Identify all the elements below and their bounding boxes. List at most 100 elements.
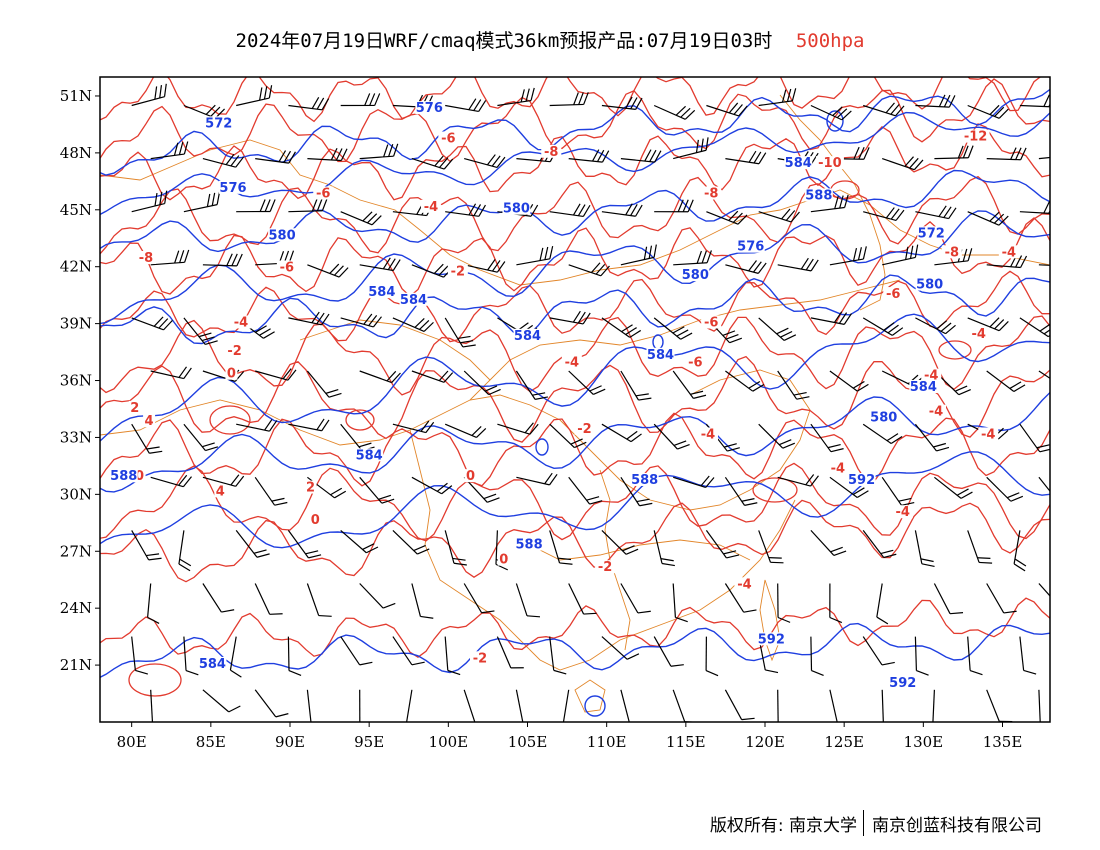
wind-barb: [288, 198, 328, 213]
wind-barb-feather: [644, 149, 652, 162]
wind-barb: [705, 317, 743, 344]
wind-barb-feather: [914, 244, 919, 258]
wind-barb-feather: [153, 316, 164, 327]
wind-barb-feather: [221, 609, 235, 613]
wind-barb-feather: [154, 192, 158, 207]
wind-barb: [150, 141, 189, 160]
wind-barb-feather: [530, 204, 539, 217]
wind-barb: [463, 583, 495, 614]
wind-barb-staff: [829, 370, 858, 392]
wind-barb-feather: [1010, 495, 1024, 502]
wind-barb-feather: [779, 439, 792, 446]
wind-barb-feather: [781, 208, 791, 220]
wind-barb: [202, 153, 245, 168]
wind-barb-feather: [153, 723, 165, 729]
wind-barb: [183, 191, 221, 213]
wind-barb-staff: [549, 636, 555, 671]
height-contour-line: [100, 391, 1050, 493]
temperature-label-background: [313, 186, 334, 200]
wind-barb-feather: [574, 441, 587, 449]
wind-barb-feather: [583, 612, 597, 615]
wind-barb-feather: [1054, 202, 1060, 214]
height-label-background: [681, 268, 710, 282]
wind-barb-feather: [643, 246, 648, 260]
wind-barb-feather: [1015, 147, 1022, 160]
boundary-line: [599, 469, 631, 651]
wind-barb-staff: [183, 204, 218, 213]
wind-barb-feather: [954, 385, 968, 392]
wind-barb-staff: [562, 689, 570, 722]
wind-barb: [568, 370, 606, 395]
temperature-label: -4: [1002, 245, 1016, 260]
wind-barb-feather: [460, 340, 474, 344]
wind-barb-feather: [830, 546, 843, 553]
wind-barb: [881, 476, 915, 506]
temperature-label-background: [224, 343, 245, 357]
wind-barb: [1019, 317, 1050, 338]
wind-barb-feather: [727, 447, 740, 452]
wind-barb-staff: [392, 317, 425, 332]
height-label-background: [888, 675, 917, 689]
wind-barb: [758, 88, 797, 107]
wind-barb-staff: [933, 583, 951, 614]
wind-barb: [340, 313, 382, 328]
height-label: 572: [205, 116, 232, 131]
temperature-contour-line: [100, 123, 1050, 201]
longitude-axis: 80E 85E 90E 95E 100E 105E 110E 115E 120E 125E 130E…: [117, 722, 1022, 751]
wind-barb: [202, 253, 243, 267]
temperature-label-background: [883, 287, 904, 301]
height-label: 580: [870, 410, 897, 425]
wind-barb-feather: [1014, 558, 1027, 567]
wind-barb-staff: [777, 476, 811, 487]
lon-tick-label: 125E: [824, 733, 864, 751]
wind-barb-staff: [515, 583, 528, 616]
wind-barb-feather: [236, 253, 243, 267]
boundary-line: [519, 539, 751, 561]
temperature-label-background: [815, 156, 844, 170]
height-contour-line: [100, 88, 1050, 176]
wind-barb-feather: [838, 312, 848, 324]
temperature-label-background: [464, 469, 477, 483]
wind-barb-staff: [986, 689, 1000, 722]
wind-barb-staff: [758, 317, 785, 341]
height-labels: 572 576 576 580 580 584 584 584 584 584 584 584 584 5…: [109, 101, 946, 691]
wind-barb-feather: [706, 250, 712, 263]
lat-tick-label: 36N: [60, 372, 92, 390]
wind-barb: [915, 205, 957, 220]
wind-barb-feather: [572, 203, 581, 216]
wind-barb-staff: [1019, 211, 1050, 215]
wind-barb-feather: [705, 477, 715, 488]
lon-tick-label: 110E: [587, 733, 627, 751]
wind-barb-feather: [898, 497, 912, 502]
wind-barb: [515, 689, 524, 722]
wind-barb-feather: [625, 203, 633, 216]
wind-barb-feather: [810, 152, 819, 165]
wind-barb-feather: [1013, 384, 1026, 392]
wind-barb-feather: [387, 258, 396, 271]
wind-barb-feather: [174, 250, 180, 264]
wind-barb: [562, 689, 570, 722]
wind-barb-staff: [725, 158, 760, 165]
wind-barb-staff: [915, 317, 946, 335]
wind-barb-feather: [895, 105, 905, 117]
lon-tick-label: 80E: [117, 733, 147, 751]
temperature-label-background: [921, 368, 942, 382]
wind-barb-feather: [259, 87, 263, 101]
wind-barb: [653, 423, 690, 450]
wind-barb-feather: [201, 336, 215, 342]
map-frame: [99, 76, 1051, 723]
wind-barb-staff: [549, 103, 584, 107]
wind-barb-staff: [464, 158, 498, 169]
wind-barb: [876, 583, 889, 625]
wind-barb-feather: [1039, 448, 1050, 453]
wind-barb-feather: [989, 104, 1000, 115]
wind-barb: [515, 370, 548, 400]
wind-barb-feather: [369, 93, 376, 106]
wind-barb-feather: [625, 327, 637, 336]
wind-barb: [672, 370, 707, 399]
temperature-contour-line: [100, 77, 1050, 123]
wind-barb: [810, 311, 852, 325]
wind-barb: [340, 529, 379, 554]
wind-barb-feather: [577, 204, 586, 217]
